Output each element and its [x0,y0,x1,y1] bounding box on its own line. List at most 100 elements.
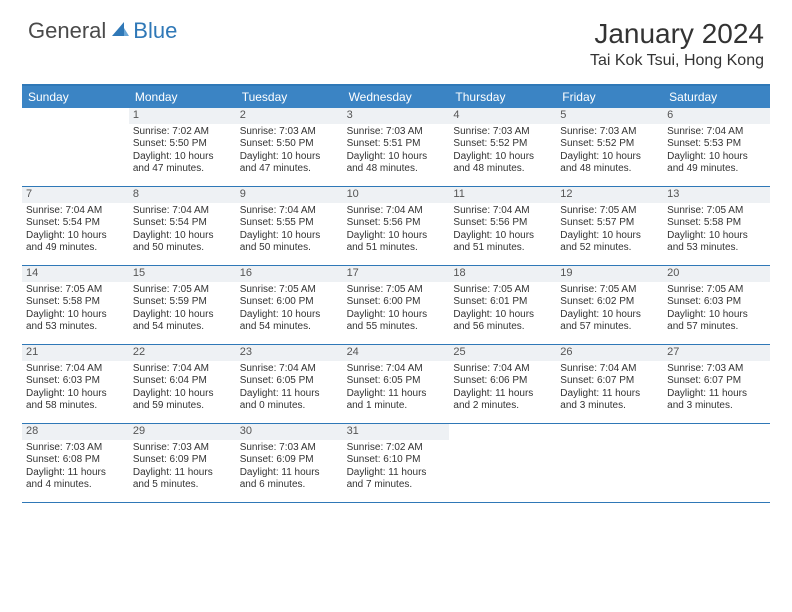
sunrise-text: Sunrise: 7:04 AM [667,126,766,139]
sunset-text: Sunset: 5:54 PM [133,217,232,230]
day-cell: 11Sunrise: 7:04 AMSunset: 5:56 PMDayligh… [449,187,556,265]
sunrise-text: Sunrise: 7:05 AM [453,284,552,297]
week-row: 21Sunrise: 7:04 AMSunset: 6:03 PMDayligh… [22,345,770,424]
day-number: 18 [449,266,556,282]
day-cell: 28Sunrise: 7:03 AMSunset: 6:08 PMDayligh… [22,424,129,502]
day-number: 17 [343,266,450,282]
day-number: 3 [343,108,450,124]
sunrise-text: Sunrise: 7:03 AM [26,442,125,455]
daylight-text: Daylight: 11 hours and 5 minutes. [133,467,232,492]
daylight-text: Daylight: 10 hours and 50 minutes. [240,230,339,255]
day-cell: 30Sunrise: 7:03 AMSunset: 6:09 PMDayligh… [236,424,343,502]
daylight-text: Daylight: 11 hours and 2 minutes. [453,388,552,413]
sunrise-text: Sunrise: 7:04 AM [347,205,446,218]
daylight-text: Daylight: 10 hours and 53 minutes. [26,309,125,334]
daylight-text: Daylight: 11 hours and 4 minutes. [26,467,125,492]
sunrise-text: Sunrise: 7:03 AM [240,126,339,139]
sunrise-text: Sunrise: 7:04 AM [240,205,339,218]
daylight-text: Daylight: 11 hours and 3 minutes. [667,388,766,413]
header: General Blue January 2024 Tai Kok Tsui, … [0,0,792,78]
daylight-text: Daylight: 11 hours and 7 minutes. [347,467,446,492]
week-row: 7 Sunrise: 7:04 AM Sunset: 5:54 PM Daylight… [22,187,770,266]
day-cell [663,424,770,502]
weeks-container: 1Sunrise: 7:02 AMSunset: 5:50 PMDaylight… [22,108,770,503]
day-number: 2 [236,108,343,124]
daylight-text: Daylight: 10 hours and 48 minutes. [560,151,659,176]
day-header-cell: Thursday [449,86,556,108]
sunset-text: Sunset: 5:52 PM [560,138,659,151]
day-cell: 31Sunrise: 7:02 AMSunset: 6:10 PMDayligh… [343,424,450,502]
calendar: SundayMondayTuesdayWednesdayThursdayFrid… [22,84,770,503]
sunrise-text: Sunrise: 7:04 AM [240,363,339,376]
day-cell: 10Sunrise: 7:04 AMSunset: 5:56 PMDayligh… [343,187,450,265]
sunrise-text: Sunrise: 7:03 AM [133,442,232,455]
day-number: 5 [556,108,663,124]
day-cell: 1Sunrise: 7:02 AMSunset: 5:50 PMDaylight… [129,108,236,186]
sunrise-text: Sunrise: 7:05 AM [240,284,339,297]
day-number: 15 [129,266,236,282]
day-cell: 8Sunrise: 7:04 AMSunset: 5:54 PMDaylight… [129,187,236,265]
day-number: 30 [236,424,343,440]
day-number: 16 [236,266,343,282]
sunrise-text: Sunrise: 7:05 AM [667,205,766,218]
sunrise-text: Sunrise: 7:02 AM [347,442,446,455]
sunset-text: Sunset: 5:58 PM [667,217,766,230]
daylight-text: Daylight: 10 hours and 56 minutes. [453,309,552,334]
sunset-text: Sunset: 6:06 PM [453,375,552,388]
sunrise-text: Sunrise: 7:05 AM [560,284,659,297]
day-header-cell: Sunday [22,86,129,108]
day-cell: 22Sunrise: 7:04 AMSunset: 6:04 PMDayligh… [129,345,236,423]
sunset-text: Sunset: 5:56 PM [347,217,446,230]
day-number: 20 [663,266,770,282]
sunset-text: Sunset: 6:01 PM [453,296,552,309]
day-cell: 18 Sunrise: 7:05 AMSunset: 6:01 PMDayligh… [449,266,556,344]
sunrise-text: Sunrise: 7:04 AM [453,363,552,376]
sunset-text: Sunset: 6:07 PM [560,375,659,388]
daylight-text: Daylight: 10 hours and 48 minutes. [347,151,446,176]
daylight-text: Daylight: 10 hours and 57 minutes. [560,309,659,334]
day-cell: 29Sunrise: 7:03 AMSunset: 6:09 PMDayligh… [129,424,236,502]
sunrise-text: Sunrise: 7:03 AM [240,442,339,455]
sunset-text: Sunset: 5:59 PM [133,296,232,309]
day-header-cell: Monday [129,86,236,108]
day-number: 9 [236,187,343,203]
sunrise-text: Sunrise: 7:04 AM [453,205,552,218]
day-header-cell: Tuesday [236,86,343,108]
sunset-text: Sunset: 5:50 PM [240,138,339,151]
sunset-text: Sunset: 6:09 PM [240,454,339,467]
sunset-text: Sunset: 6:05 PM [240,375,339,388]
sunset-text: Sunset: 5:52 PM [453,138,552,151]
daylight-text: Daylight: 10 hours and 59 minutes. [133,388,232,413]
sunset-text: Sunset: 5:57 PM [560,217,659,230]
day-cell: 17Sunrise: 7:05 AMSunset: 6:00 PMDayligh… [343,266,450,344]
day-number: 21 [22,345,129,361]
day-number: 7 [22,187,129,203]
day-number: 12 [556,187,663,203]
daylight-text: Daylight: 10 hours and 49 minutes. [26,230,125,255]
sunset-text: Sunset: 6:00 PM [347,296,446,309]
day-number: 19 [556,266,663,282]
daylight-text: Daylight: 10 hours and 51 minutes. [453,230,552,255]
day-cell: 9Sunrise: 7:04 AMSunset: 5:55 PMDaylight… [236,187,343,265]
day-header-row: SundayMondayTuesdayWednesdayThursdayFrid… [22,86,770,108]
sunset-text: Sunset: 5:50 PM [133,138,232,151]
sunrise-text: Sunrise: 7:03 AM [560,126,659,139]
day-cell: 21Sunrise: 7:04 AMSunset: 6:03 PMDayligh… [22,345,129,423]
daylight-text: Daylight: 10 hours and 47 minutes. [133,151,232,176]
day-cell [449,424,556,502]
day-header-cell: Friday [556,86,663,108]
daylight-text: Daylight: 10 hours and 54 minutes. [240,309,339,334]
logo-text-general: General [28,18,106,44]
sunset-text: Sunset: 6:04 PM [133,375,232,388]
day-number: 29 [129,424,236,440]
day-number: 10 [343,187,450,203]
sunset-text: Sunset: 6:02 PM [560,296,659,309]
day-number: 27 [663,345,770,361]
sunset-text: Sunset: 5:56 PM [453,217,552,230]
daylight-text: Daylight: 10 hours and 54 minutes. [133,309,232,334]
day-number: 4 [449,108,556,124]
day-number: 26 [556,345,663,361]
logo-text-blue: Blue [133,18,177,44]
daylight-text: Daylight: 10 hours and 55 minutes. [347,309,446,334]
sunrise-text: Sunrise: 7:02 AM [133,126,232,139]
